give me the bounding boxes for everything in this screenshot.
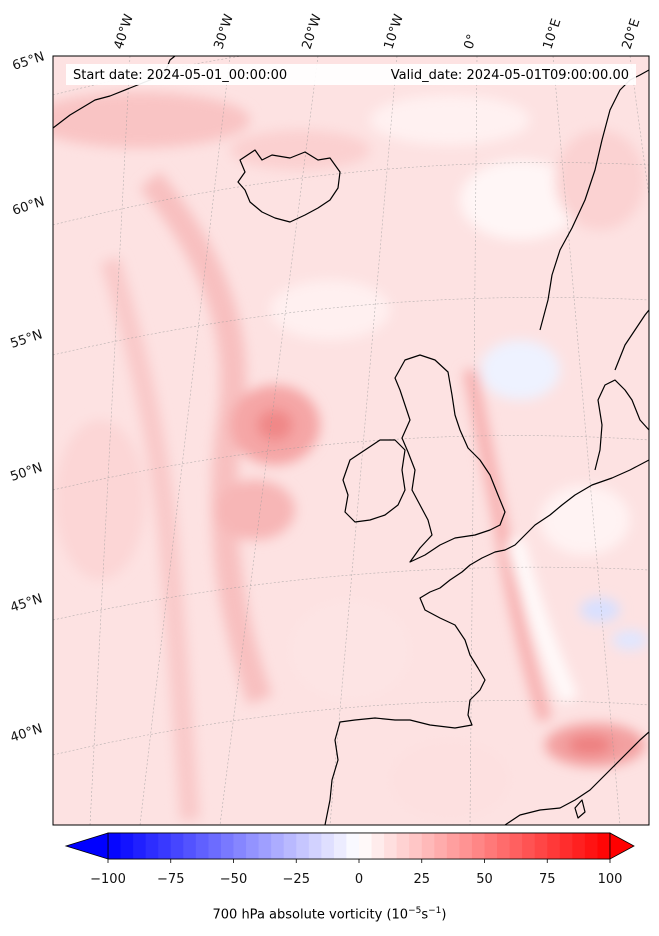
colorbar-band	[572, 833, 586, 859]
header-bar: Start date: 2024-05-01_00:00:00 Valid_da…	[66, 64, 636, 85]
colorbar-ticks: −100 −75 −50 −25 0 25 50 75 100	[90, 859, 622, 887]
longitude-label: 40°W	[112, 12, 137, 51]
colorbar-tick-label: −25	[283, 872, 310, 887]
longitude-label: 10°W	[382, 12, 407, 51]
iceland-coast	[237, 149, 341, 223]
colorbar: −100 −75 −50 −25 0 25 50 75 100	[64, 832, 635, 887]
colorbar-band	[359, 833, 373, 859]
colorbar-band	[559, 833, 573, 859]
map-frame	[52, 55, 650, 826]
colorbar-band	[434, 833, 448, 859]
mediterranean-coast	[504, 731, 649, 825]
colorbar-tick-label: 0	[355, 872, 363, 887]
colorbar-band	[396, 833, 410, 859]
map-panel	[53, 56, 649, 825]
colorbar-band	[195, 833, 209, 859]
colorbar-band	[333, 833, 347, 859]
colorbar-tick-label: −100	[90, 872, 126, 887]
colorbar-band	[308, 833, 322, 859]
colorbar-band	[108, 833, 122, 859]
colorbar-band	[145, 833, 159, 859]
colorbar-band	[283, 833, 297, 859]
britain-coast	[394, 354, 506, 563]
colorbar-band	[220, 833, 234, 859]
colorbar-band	[271, 833, 285, 859]
valid-date-label: Valid_date: 2024-05-01T09:00:00.00	[391, 68, 629, 83]
latitude-label: 55°N	[9, 327, 45, 351]
colorbar-band	[120, 833, 134, 859]
latitude-label: 45°N	[9, 591, 45, 615]
colorbar-band	[446, 833, 460, 859]
colorbar-band	[208, 833, 222, 859]
colorbar-band	[170, 833, 184, 859]
start-date-label: Start date: 2024-05-01_00:00:00	[73, 68, 287, 83]
longitude-label: 0°	[462, 33, 481, 52]
vorticity-field	[53, 92, 648, 821]
corsica-coast	[574, 799, 586, 819]
colorbar-band	[547, 833, 561, 859]
colorbar-band	[484, 833, 498, 859]
colorbar-bands	[107, 832, 611, 860]
colorbar-band	[384, 833, 398, 859]
colorbar-band	[597, 833, 611, 859]
colorbar-band	[497, 833, 511, 859]
colorbar-band	[459, 833, 473, 859]
colorbar-tick-label: 100	[598, 872, 623, 887]
denmark-coast	[594, 379, 649, 471]
colorbar-band	[183, 833, 197, 859]
colorbar-tick-label: 50	[476, 872, 493, 887]
longitude-label: 20°E	[620, 17, 644, 51]
latitude-label: 40°N	[9, 721, 45, 745]
colorbar-band	[133, 833, 147, 859]
graticule	[53, 56, 649, 825]
colorbar-band	[471, 833, 485, 859]
colorbar-tick-label: −75	[157, 872, 184, 887]
longitude-labels: 40°W 30°W 20°W 10°W 0° 10°E 20°E	[112, 12, 644, 51]
colorbar-band	[371, 833, 385, 859]
colorbar-band	[321, 833, 335, 859]
longitude-label: 30°W	[212, 12, 237, 51]
colorbar-band	[409, 833, 423, 859]
latitude-label: 60°N	[11, 194, 47, 218]
colorbar-band	[584, 833, 598, 859]
europe-coast	[324, 459, 649, 825]
latitude-label: 50°N	[9, 460, 45, 484]
colorbar-band	[233, 833, 247, 859]
colorbar-tick-label: −50	[220, 872, 247, 887]
colorbar-extend-high	[609, 832, 635, 860]
colorbar-band	[346, 833, 360, 859]
colorbar-band	[246, 833, 260, 859]
colorbar-label: 700 hPa absolute vorticity (10−5s−1)	[212, 906, 447, 923]
latitude-labels: 65°N 60°N 55°N 50°N 45°N 40°N	[9, 49, 47, 745]
latitude-label: 65°N	[11, 49, 47, 73]
colorbar-band	[158, 833, 172, 859]
coastlines	[53, 56, 649, 825]
longitude-label: 20°W	[300, 12, 325, 51]
colorbar-band	[258, 833, 272, 859]
colorbar-tick-label: 75	[539, 872, 556, 887]
longitude-label: 10°E	[541, 17, 565, 51]
colorbar-band	[296, 833, 310, 859]
colorbar-tick-label: 25	[413, 872, 430, 887]
colorbar-extend-low	[64, 832, 109, 860]
colorbar-band	[534, 833, 548, 859]
colorbar-band	[509, 833, 523, 859]
ireland-coast	[342, 439, 406, 523]
baltic-coast	[614, 309, 649, 371]
colorbar-band	[522, 833, 536, 859]
colorbar-band	[421, 833, 435, 859]
